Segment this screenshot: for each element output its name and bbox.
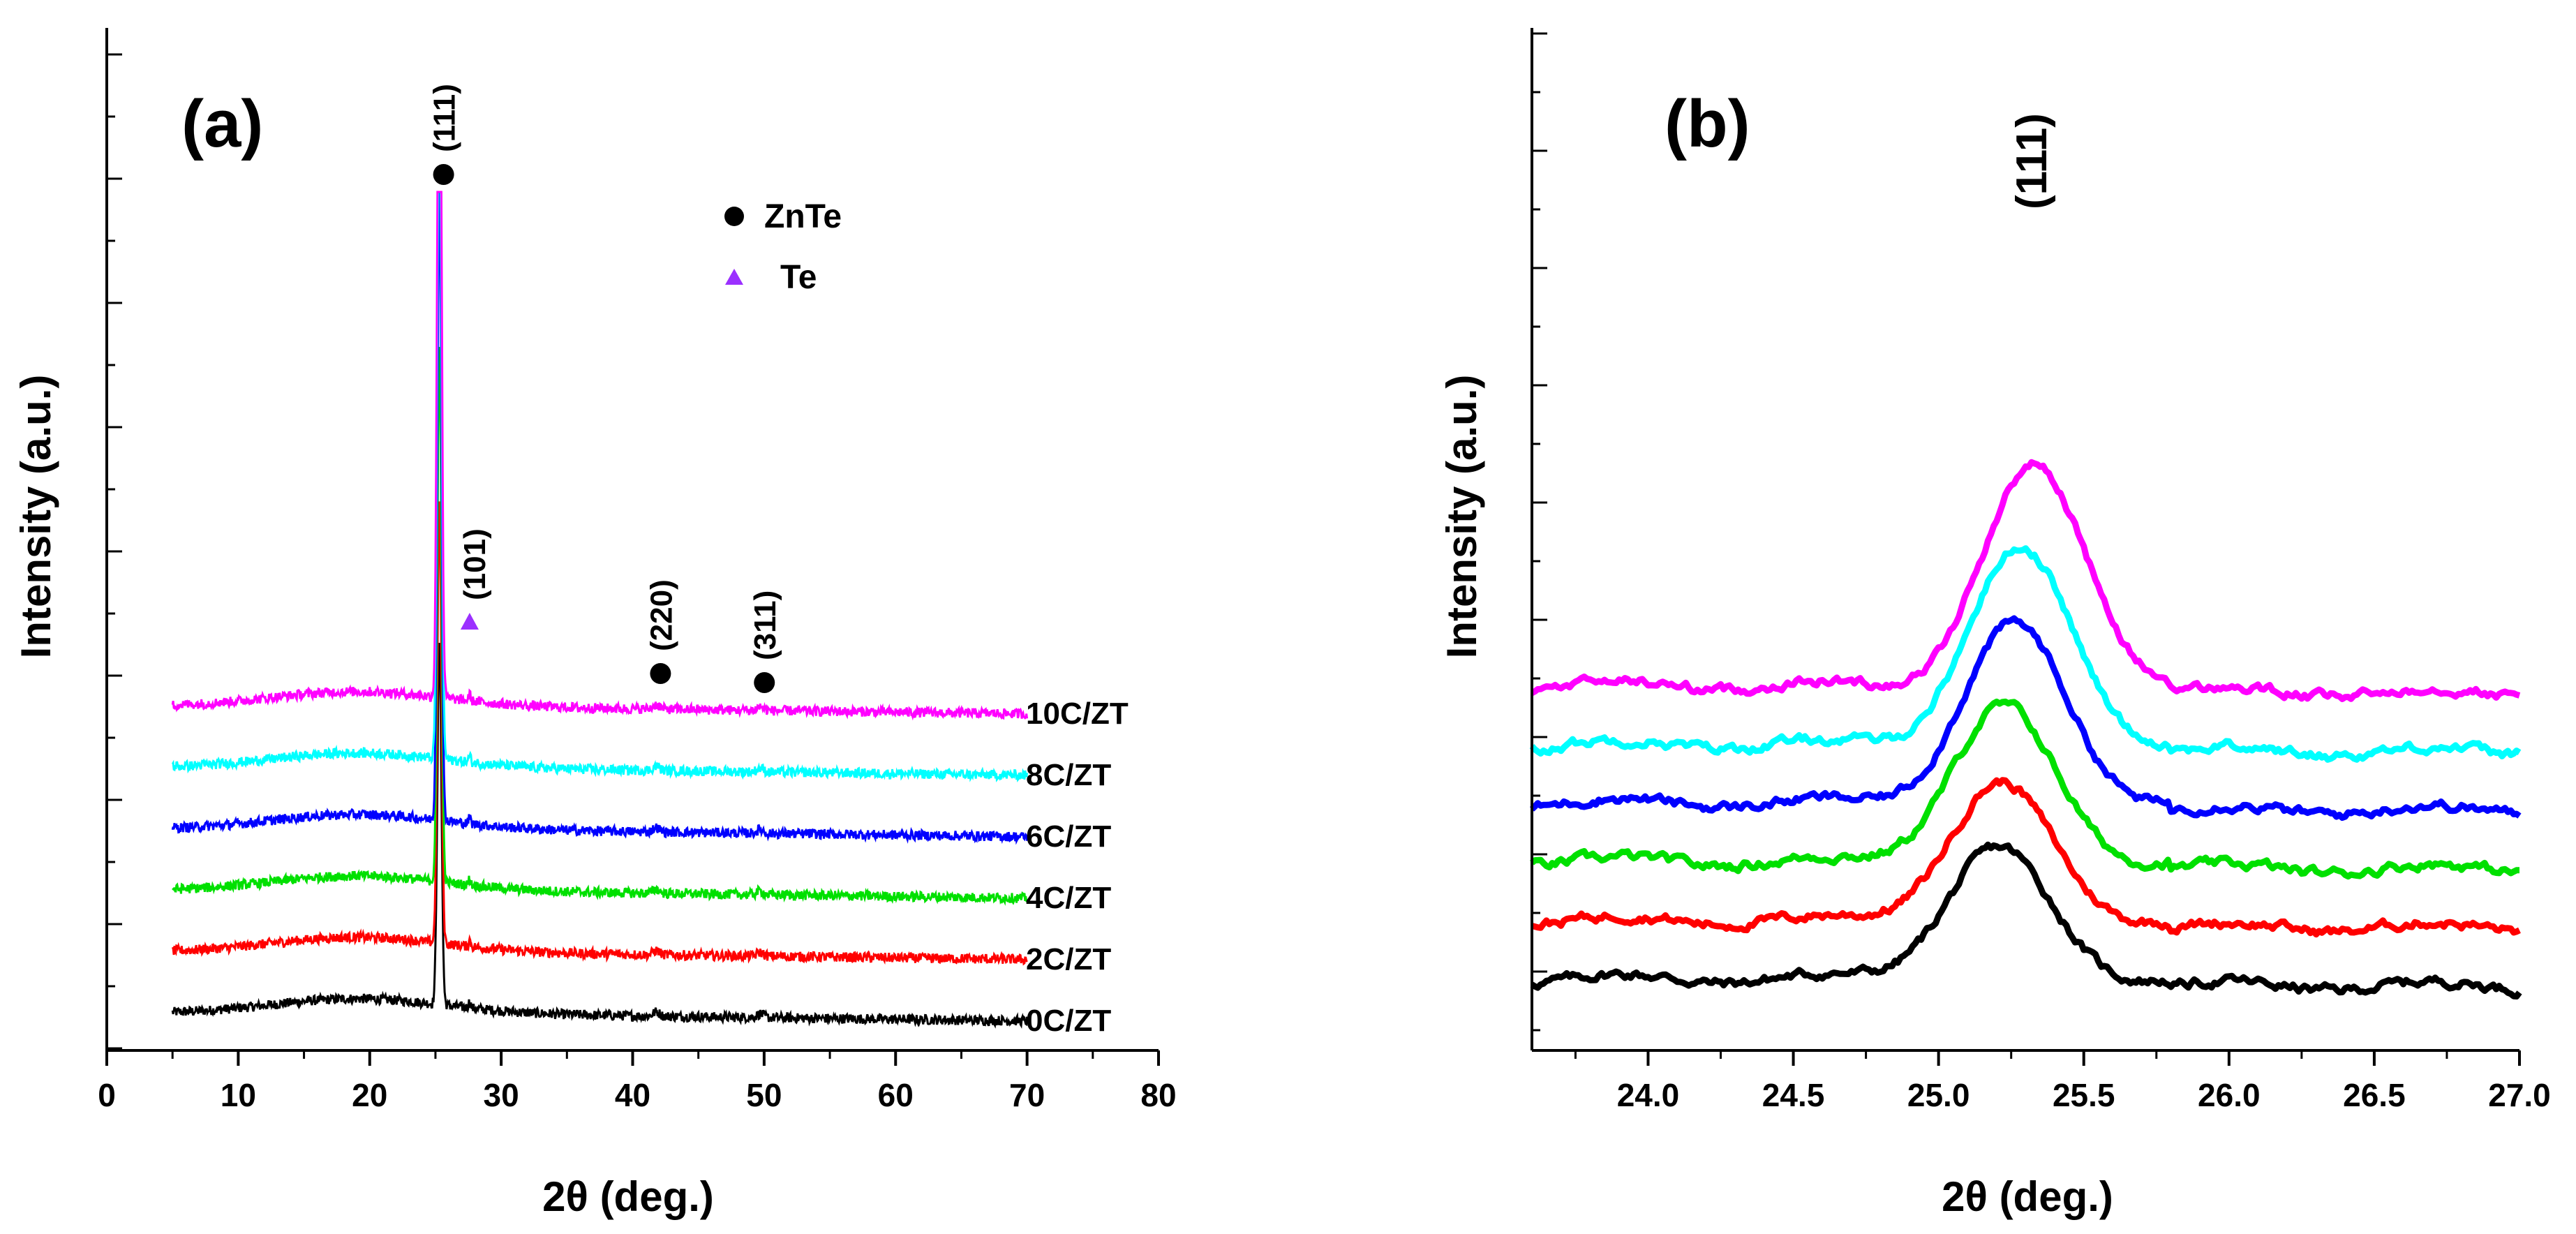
panel-a-series-label: 0C/ZT bbox=[1026, 1004, 1111, 1038]
legend-znte-label: ZnTe bbox=[764, 198, 842, 235]
panel-a-series-label: 4C/ZT bbox=[1026, 881, 1111, 915]
panel-a-series-label: 6C/ZT bbox=[1026, 819, 1111, 854]
panel-b-chart: 24.0 24.5 25.0 25.5 26.0 26.5 27.0 (b) (111) 2… bbox=[1438, 28, 2551, 1220]
panel-b-series-2c-zt bbox=[1531, 777, 2521, 938]
panel-a-series-label: 8C/ZT bbox=[1026, 758, 1111, 792]
legend-te-marker bbox=[725, 269, 743, 285]
panel-a-ticks: 0 10 20 30 40 50 60 70 80 bbox=[98, 53, 1177, 1113]
znte-peak-marker bbox=[754, 672, 775, 693]
panel-a-peak-label: (220) bbox=[644, 579, 678, 651]
panel-b-series bbox=[1529, 459, 2522, 999]
legend-te-label: Te bbox=[780, 259, 817, 296]
legend-znte-marker bbox=[724, 207, 744, 226]
panel-a-peak-label: (101) bbox=[458, 528, 492, 600]
panel-b-series-8c-zt bbox=[1529, 545, 2522, 763]
panel-a-annotations: (111) (101) (220) (311) bbox=[428, 84, 782, 693]
panel-b-x-tick-label: 24.5 bbox=[1762, 1077, 1825, 1113]
panel-a-series-2c-zt bbox=[171, 501, 1028, 966]
panel-a-x-tick-label: 80 bbox=[1140, 1077, 1176, 1113]
panel-b-series-0c-zt bbox=[1530, 841, 2522, 999]
panel-a-x-tick-label: 60 bbox=[878, 1077, 914, 1113]
panel-a-peak-label: (111) bbox=[428, 84, 462, 152]
panel-b-series-4c-zt bbox=[1530, 698, 2520, 880]
panel-a-x-tick-label: 40 bbox=[615, 1077, 650, 1113]
panel-a-series-4c-zt bbox=[172, 347, 1028, 906]
panel-a-series: 0C/ZT 2C/ZT 4C/ZT 6C/ZT 8C/ZT 10C/ZT bbox=[171, 191, 1129, 1038]
panel-a-label: (a) bbox=[181, 87, 263, 161]
panel-b-y-axis-title: Intensity (a.u.) bbox=[1438, 375, 1485, 659]
panel-a-series-0c-zt bbox=[171, 643, 1029, 1029]
panel-a-x-tick-label: 70 bbox=[1009, 1077, 1045, 1113]
panel-a-x-tick-label: 20 bbox=[352, 1077, 387, 1113]
znte-peak-marker bbox=[433, 164, 454, 185]
panel-a-series-label: 10C/ZT bbox=[1026, 697, 1129, 731]
panel-b-x-tick-label: 27.0 bbox=[2488, 1077, 2551, 1113]
panel-a-x-tick-label: 50 bbox=[746, 1077, 782, 1113]
panel-a-series-label: 2C/ZT bbox=[1026, 942, 1111, 976]
panel-b-x-tick-label: 26.0 bbox=[2198, 1077, 2261, 1113]
panel-a-legend: ZnTe Te bbox=[724, 198, 842, 296]
panel-b-x-axis-title: 2θ (deg.) bbox=[1942, 1173, 2113, 1220]
panel-b-x-tick-label: 24.0 bbox=[1617, 1077, 1680, 1113]
panel-a-series-10c-zt bbox=[171, 191, 1029, 721]
panel-b-label: (b) bbox=[1665, 87, 1750, 161]
panel-a-peak-label: (311) bbox=[748, 590, 782, 660]
panel-a-y-axis-title: Intensity (a.u.) bbox=[13, 375, 59, 659]
panel-a-x-axis-title: 2θ (deg.) bbox=[542, 1173, 714, 1220]
panel-a-chart: 0 10 20 30 40 50 60 70 80 0C/ZT 2C/ZT 4C/ZT 6C/ZT 8C… bbox=[13, 28, 1177, 1220]
panel-b-x-tick-label: 25.5 bbox=[2053, 1077, 2115, 1113]
panel-a-x-tick-label: 0 bbox=[98, 1077, 116, 1113]
panel-a-x-tick-label: 30 bbox=[484, 1077, 519, 1113]
te-peak-marker bbox=[460, 613, 479, 630]
panel-b-series-6c-zt bbox=[1529, 615, 2522, 822]
znte-peak-marker bbox=[650, 663, 671, 684]
panel-a-series-6c-zt bbox=[171, 191, 1029, 845]
panel-b-x-tick-label: 26.5 bbox=[2343, 1077, 2406, 1113]
panel-b-series-10c-zt bbox=[1530, 459, 2521, 702]
panel-b-x-tick-label: 25.0 bbox=[1907, 1077, 1970, 1113]
panel-b-peak-label: (111) bbox=[2008, 113, 2056, 209]
panel-a-series-8c-zt bbox=[171, 191, 1029, 782]
panel-a-x-tick-label: 10 bbox=[221, 1077, 256, 1113]
